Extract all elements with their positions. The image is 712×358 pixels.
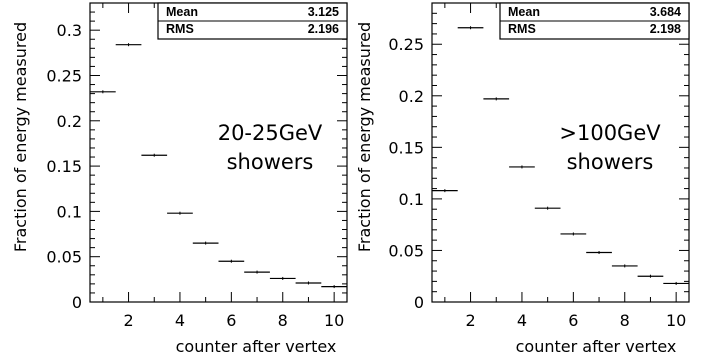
- y-axis-label: Fraction of energy measured: [11, 22, 30, 252]
- y-tick-label: 0.2: [399, 87, 424, 106]
- x-tick-label: 4: [175, 311, 185, 330]
- energy-range-annotation: 20-25GeV: [218, 121, 323, 145]
- y-tick-label: 0.2: [57, 112, 82, 131]
- y-tick-label: 0.15: [46, 157, 82, 176]
- x-axis-label: counter after vertex: [516, 337, 677, 356]
- x-tick-label: 6: [226, 311, 236, 330]
- y-tick-label: 0: [414, 293, 424, 312]
- x-tick-label: 2: [123, 311, 133, 330]
- y-tick-label: 0.15: [388, 138, 424, 157]
- stat-value-mean: 3.125: [308, 5, 339, 19]
- stat-label-rms: RMS: [508, 22, 536, 36]
- x-tick-label: 6: [568, 311, 578, 330]
- stats-box: Mean 3.125 RMS 2.196: [157, 2, 348, 40]
- x-tick-label: 10: [666, 311, 686, 330]
- energy-range-annotation: >100GeV: [559, 121, 661, 145]
- y-tick-label: 0.05: [388, 241, 424, 260]
- chart-panel-1: 0 0.05 0.1 0.15 0.2 0.25 0.3 2 4 6 8 10 Mean 3.125 RMS…: [11, 2, 348, 356]
- y-tick-label: 0.25: [46, 66, 82, 85]
- x-tick-label: 10: [324, 311, 344, 330]
- x-tick-label: 2: [465, 311, 475, 330]
- y-tick-label: 0.25: [388, 35, 424, 54]
- showers-annotation: showers: [227, 150, 314, 174]
- y-tick-label: 0.1: [57, 202, 82, 221]
- stat-value-rms: 2.196: [308, 22, 339, 36]
- x-tick-label: 8: [278, 311, 288, 330]
- y-tick-label: 0.05: [46, 248, 82, 267]
- y-tick-label: 0: [72, 293, 82, 312]
- stat-label-rms: RMS: [166, 22, 194, 36]
- y-tick-label: 0.3: [57, 21, 82, 40]
- stats-box: Mean 3.684 RMS 2.198: [499, 2, 690, 40]
- x-tick-label: 4: [517, 311, 527, 330]
- stat-value-rms: 2.198: [650, 22, 681, 36]
- y-axis-label: Fraction of energy measured: [355, 22, 374, 252]
- y-tick-label: 0.1: [399, 190, 424, 209]
- stat-label-mean: Mean: [166, 5, 198, 19]
- stat-value-mean: 3.684: [650, 5, 681, 19]
- showers-annotation: showers: [567, 150, 654, 174]
- x-axis-label: counter after vertex: [176, 337, 337, 356]
- chart-panel-2: 0 0.05 0.1 0.15 0.2 0.25 2 4 6 8 10 Mean 3.684 RMS 2.1…: [355, 2, 690, 356]
- x-tick-label: 8: [620, 311, 630, 330]
- stat-label-mean: Mean: [508, 5, 540, 19]
